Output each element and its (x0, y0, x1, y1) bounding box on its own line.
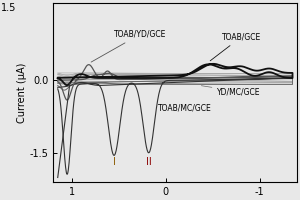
Text: TOAB/MC/GCE: TOAB/MC/GCE (158, 104, 212, 113)
Text: I: I (112, 157, 116, 167)
Text: TOAB/YD/GCE: TOAB/YD/GCE (91, 30, 166, 62)
Text: YD/MC/GCE: YD/MC/GCE (201, 86, 261, 96)
Y-axis label: Current (μA): Current (μA) (16, 62, 26, 123)
Text: 1.5: 1.5 (1, 3, 16, 13)
Text: II: II (146, 157, 152, 167)
Text: TOAB/GCE: TOAB/GCE (210, 32, 261, 61)
